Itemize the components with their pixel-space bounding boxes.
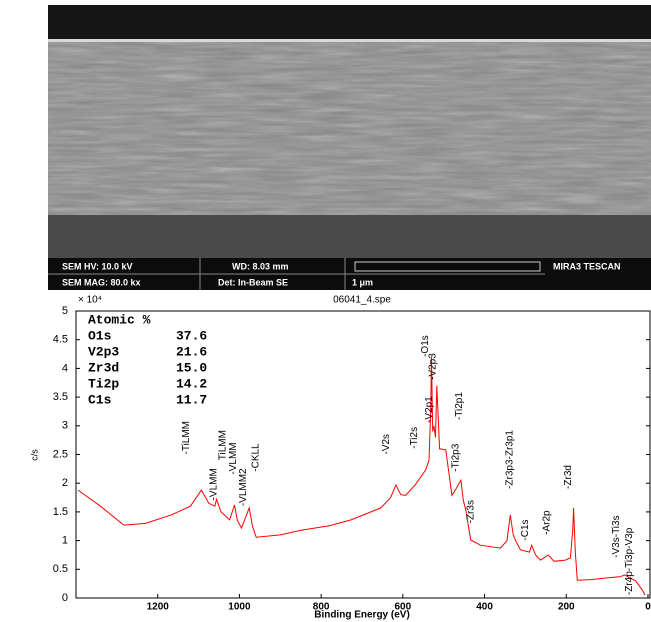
sem-scale: 1 μm [352,277,373,287]
peak-label: -Ar2p [541,510,552,535]
table-title: Atomic % [88,312,151,327]
y-tick-label: 4 [62,362,68,374]
x-tick-label: 0 [645,602,651,613]
sem-wd: WD: 8.03 mm [232,261,289,271]
x-tick-label: 600 [395,602,412,613]
y-multiplier: × 10⁴ [78,295,102,306]
table-value: 15.0 [176,360,207,375]
peak-label: -VLMM [208,468,219,500]
y-tick-label: 3 [62,420,68,432]
sem-det: Det: In-Beam SE [218,277,288,287]
table-value: 11.7 [176,392,207,407]
plot-frame [76,311,650,598]
table-element: O1s [88,328,112,343]
y-tick-label: 2.5 [53,448,68,460]
peak-label: -Ti2p3 [451,443,462,471]
y-tick-label: 3.5 [53,391,68,403]
table-element: C1s [88,392,112,407]
x-tick-label: 800 [313,602,330,613]
sem-mag: SEM MAG: 80.0 kx [62,277,141,287]
peak-label: -V2p1 [424,396,435,423]
peak-label: -V3s-Ti3s [611,515,622,557]
peak-label: -CKLL [250,443,261,472]
x-tick-label: 1200 [147,602,170,613]
peak-label: -Zr3d [563,465,574,489]
y-tick-label: 0 [62,592,68,604]
y-tick-label: 0.5 [53,563,68,575]
table-element: Ti2p [88,376,119,391]
table-element: V2p3 [88,344,119,359]
peak-label: -Zr3s [466,500,477,523]
sem-brand: MIRA3 TESCAN [553,261,621,271]
x-tick-label: 1000 [228,602,251,613]
y-tick-label: 1.5 [53,506,68,518]
peak-label: -V2s [381,434,392,455]
peak-label: -Zr3p3-Zr3p1 [505,430,516,489]
y-tick-label: 2 [62,477,68,489]
table-value: 21.6 [176,344,207,359]
y-tick-label: 5 [62,305,68,317]
peak-label: -C1s [520,519,531,540]
figure: SEM HV: 10.0 kV WD: 8.03 mm MIRA3 TESCAN… [0,0,651,622]
chart-title: 06041_4.spe [333,295,391,306]
x-tick-label: 400 [476,602,493,613]
table-value: 37.6 [176,328,207,343]
peak-label: -TiLMM [181,421,192,455]
table-value: 14.2 [176,376,207,391]
peak-label: -VLMM2 [238,468,249,506]
peak-label: -Ti2p1 [454,392,465,420]
sem-image: SEM HV: 10.0 kV WD: 8.03 mm MIRA3 TESCAN… [48,5,651,290]
peak-label: -V2p3 [428,353,439,380]
table-element: Zr3d [88,360,119,375]
spectrum-line [78,357,645,595]
y-tick-label: 4.5 [53,334,68,346]
y-axis-label: c/s [29,449,39,461]
peak-label: -Ti2s [409,427,420,449]
y-tick-label: 1 [62,535,68,547]
x-tick-label: 200 [558,602,575,613]
peak-label: -Zr4p-Ti3p-V3p [624,527,635,595]
sem-hv: SEM HV: 10.0 kV [62,261,133,271]
